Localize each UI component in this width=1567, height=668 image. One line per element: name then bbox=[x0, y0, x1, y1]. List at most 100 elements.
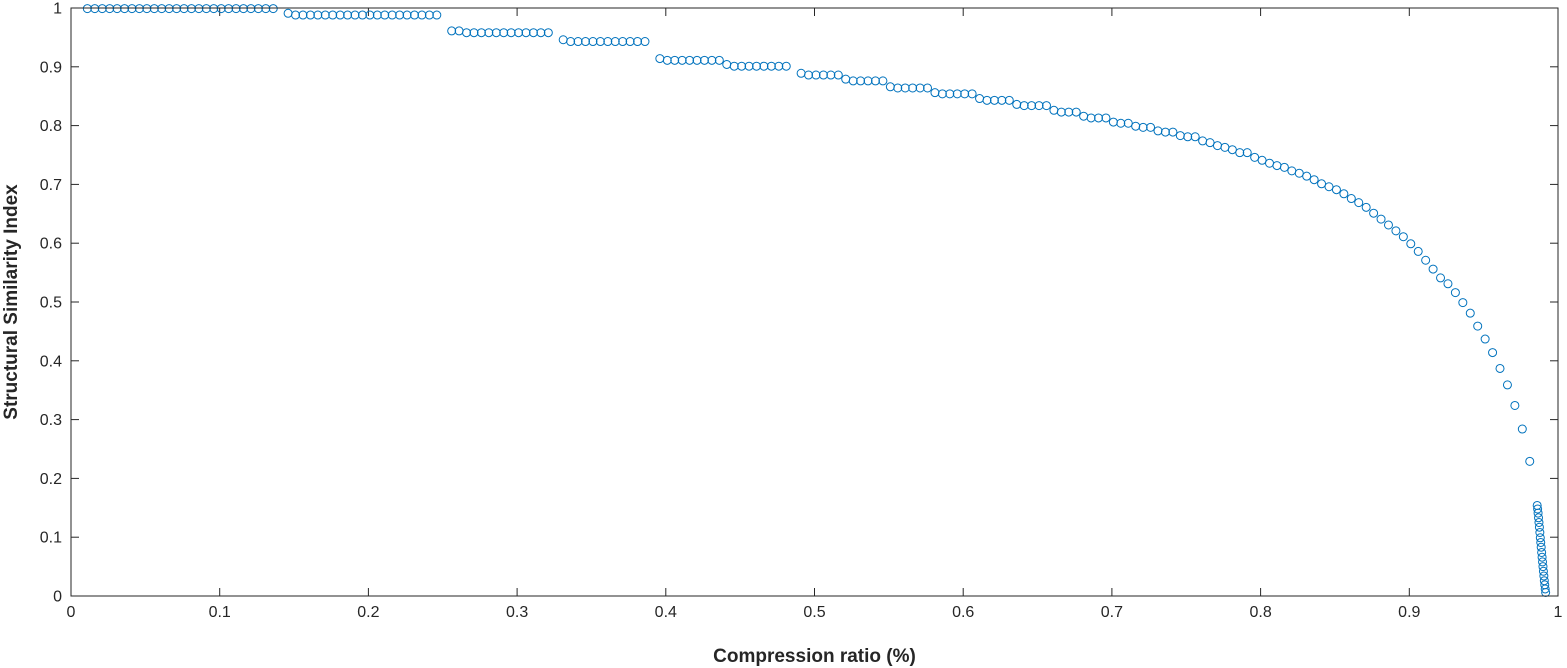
data-point bbox=[462, 28, 472, 38]
data-point bbox=[1495, 363, 1505, 373]
data-point bbox=[112, 4, 122, 14]
data-point bbox=[662, 55, 672, 65]
data-point bbox=[350, 10, 360, 20]
x-tick-label: 0.2 bbox=[357, 604, 379, 621]
data-point bbox=[1428, 264, 1438, 274]
data-point bbox=[1383, 220, 1393, 230]
data-point bbox=[528, 28, 538, 38]
data-point bbox=[261, 4, 271, 14]
data-point bbox=[1443, 279, 1453, 289]
data-point bbox=[1536, 537, 1546, 547]
data-point bbox=[818, 70, 828, 80]
data-point bbox=[105, 4, 115, 14]
data-point bbox=[856, 76, 866, 86]
data-point bbox=[915, 83, 925, 93]
data-point bbox=[603, 37, 613, 47]
data-point bbox=[97, 4, 107, 14]
data-point bbox=[514, 28, 524, 38]
data-point bbox=[1354, 198, 1364, 208]
x-tick-label: 0.4 bbox=[655, 604, 677, 621]
data-point bbox=[1473, 321, 1483, 331]
data-point bbox=[231, 4, 241, 14]
data-point bbox=[908, 83, 918, 93]
data-point bbox=[1317, 179, 1327, 189]
data-point bbox=[752, 61, 762, 71]
data-point bbox=[863, 76, 873, 86]
data-point bbox=[1034, 101, 1044, 111]
data-point bbox=[179, 4, 189, 14]
data-point bbox=[737, 61, 747, 71]
data-point bbox=[194, 4, 204, 14]
data-point bbox=[1539, 571, 1549, 581]
data-point bbox=[1250, 152, 1260, 162]
data-point bbox=[1533, 508, 1543, 518]
data-point bbox=[335, 10, 345, 20]
data-point bbox=[1146, 122, 1156, 132]
data-point bbox=[328, 10, 338, 20]
data-point bbox=[164, 4, 174, 14]
data-point bbox=[618, 37, 628, 47]
x-tick-label: 0.5 bbox=[803, 604, 825, 621]
data-point bbox=[1019, 101, 1029, 111]
x-tick-label: 0 bbox=[67, 604, 76, 621]
data-point bbox=[1488, 348, 1498, 358]
x-tick-label: 0.9 bbox=[1398, 604, 1420, 621]
data-point bbox=[960, 89, 970, 99]
data-point bbox=[372, 10, 382, 20]
data-point bbox=[1537, 547, 1547, 557]
data-point bbox=[923, 83, 933, 93]
data-point bbox=[677, 55, 687, 65]
data-point bbox=[387, 10, 397, 20]
data-point bbox=[268, 4, 278, 14]
data-point bbox=[1101, 113, 1111, 123]
data-point bbox=[1242, 148, 1252, 158]
data-point bbox=[1538, 562, 1548, 572]
data-point bbox=[90, 4, 100, 14]
data-point bbox=[1436, 273, 1446, 283]
data-point bbox=[625, 37, 635, 47]
data-point bbox=[224, 4, 234, 14]
y-axis-label: Structural Similarity Index bbox=[1, 184, 22, 420]
data-point bbox=[952, 89, 962, 99]
data-point bbox=[447, 26, 457, 36]
data-point bbox=[1235, 148, 1245, 158]
data-point bbox=[305, 10, 315, 20]
data-point bbox=[1205, 138, 1215, 148]
data-point bbox=[1116, 118, 1126, 128]
data-point bbox=[1533, 504, 1543, 514]
data-point bbox=[1398, 232, 1408, 242]
data-point bbox=[1168, 127, 1178, 137]
y-tick-label: 1 bbox=[53, 1, 62, 18]
data-point bbox=[1502, 380, 1512, 390]
y-tick-label: 0.2 bbox=[40, 471, 62, 488]
data-point bbox=[1537, 552, 1547, 562]
x-tick-label: 0.6 bbox=[952, 604, 974, 621]
data-point bbox=[1339, 189, 1349, 199]
data-point bbox=[774, 61, 784, 71]
data-point bbox=[1027, 101, 1037, 111]
data-point bbox=[945, 89, 955, 99]
data-point bbox=[253, 4, 263, 14]
data-point bbox=[848, 76, 858, 86]
data-point bbox=[201, 4, 211, 14]
x-axis-ticks: 0 0.1 0.2 0.3 0.4 0.5 0.6 0.7 0.8 0.9 1 bbox=[67, 8, 1563, 621]
y-tick-label: 0.8 bbox=[40, 118, 62, 135]
data-point bbox=[1138, 122, 1148, 132]
y-tick-label: 0.5 bbox=[40, 295, 62, 312]
data-point bbox=[1538, 566, 1548, 576]
data-point bbox=[1094, 113, 1104, 123]
data-point bbox=[573, 37, 583, 47]
data-point bbox=[1535, 533, 1545, 543]
data-point bbox=[1309, 175, 1319, 185]
data-point bbox=[1450, 288, 1460, 298]
data-point bbox=[1538, 557, 1548, 567]
data-point bbox=[1361, 202, 1371, 212]
data-point bbox=[1517, 424, 1527, 434]
y-tick-label: 0.3 bbox=[40, 412, 62, 429]
data-point bbox=[893, 83, 903, 93]
y-tick-label: 0 bbox=[53, 589, 62, 606]
data-point bbox=[476, 28, 486, 38]
data-point bbox=[997, 95, 1007, 105]
data-point bbox=[1525, 456, 1535, 466]
